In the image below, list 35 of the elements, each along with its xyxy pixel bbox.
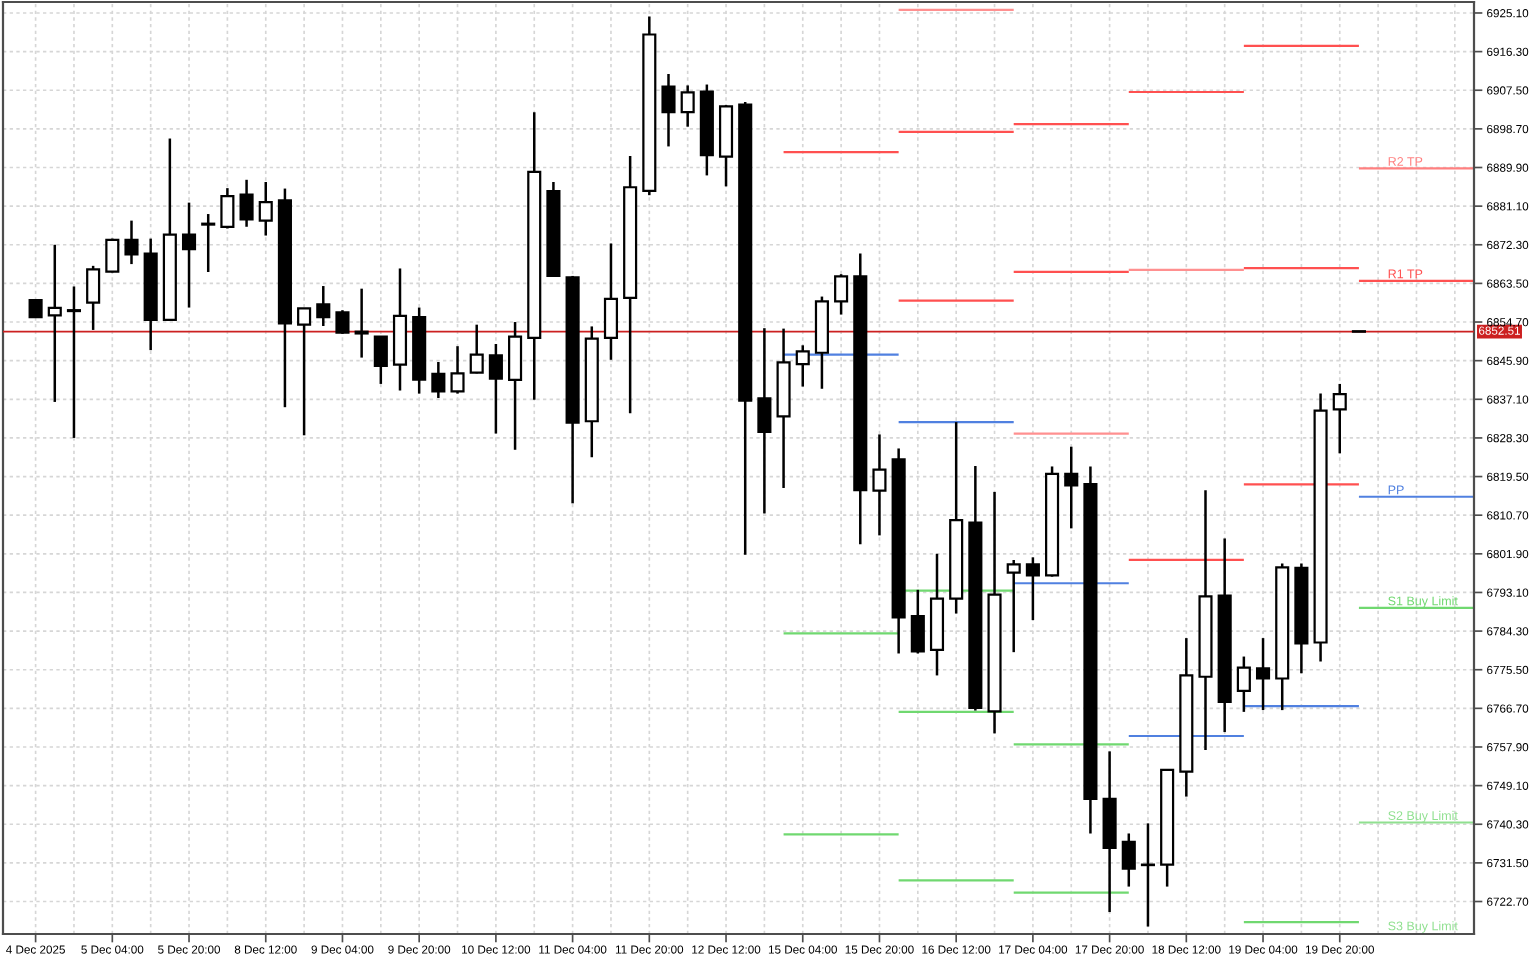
candlestick <box>335 308 350 336</box>
candlestick <box>1025 556 1040 622</box>
candlestick <box>488 342 503 435</box>
candlestick <box>181 201 197 309</box>
candlestick <box>1236 655 1251 714</box>
candlestick <box>1006 558 1021 654</box>
candlestick <box>239 178 254 229</box>
candlestick <box>105 237 120 274</box>
candlestick <box>258 180 273 237</box>
candlestick <box>1121 832 1136 888</box>
candlestick <box>661 72 676 148</box>
candlestick <box>508 320 523 452</box>
candlestick <box>450 344 465 395</box>
candlestick <box>201 212 216 274</box>
candlestick <box>1255 636 1271 712</box>
candlestick <box>757 326 772 515</box>
candlestick <box>86 264 101 332</box>
candlestick <box>1064 445 1079 530</box>
candlestick <box>47 243 62 404</box>
candlestick <box>431 360 446 400</box>
candlestick <box>373 335 388 386</box>
candlestick <box>297 307 312 437</box>
candlestick <box>680 84 695 128</box>
candlestick <box>66 285 82 440</box>
candlestick <box>124 219 139 266</box>
candlestick <box>834 272 849 316</box>
candlestick <box>220 186 235 230</box>
candlestick <box>795 344 810 388</box>
candlestick <box>603 242 619 362</box>
candlestick <box>910 588 925 655</box>
candlestick <box>1332 382 1347 455</box>
candlestick <box>469 323 484 375</box>
candlestick <box>354 287 369 359</box>
candlestick <box>872 433 887 537</box>
candlestick <box>316 284 331 328</box>
